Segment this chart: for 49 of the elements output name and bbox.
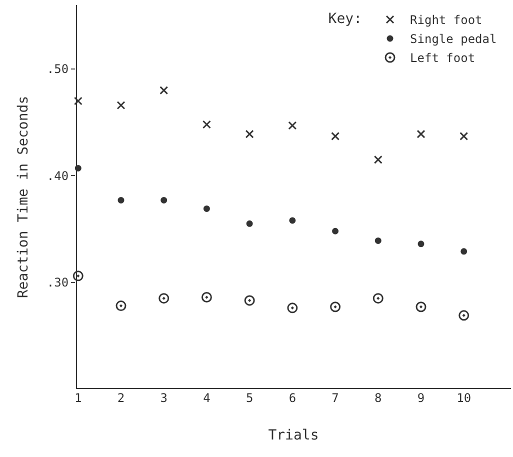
point bbox=[116, 101, 126, 110]
x-tick-label: 6 bbox=[288, 391, 296, 405]
point bbox=[246, 220, 253, 227]
point bbox=[116, 300, 126, 312]
point bbox=[287, 302, 298, 314]
x-tick-label: 4 bbox=[203, 391, 210, 405]
x-tick-label: 10 bbox=[456, 391, 472, 405]
y-axis-title: Reaction Time in Seconds bbox=[16, 96, 32, 298]
point bbox=[458, 310, 470, 321]
y-tick-label: .50 bbox=[46, 62, 69, 76]
legend-label: Left foot bbox=[410, 51, 476, 66]
point bbox=[203, 205, 210, 212]
point bbox=[416, 130, 426, 138]
x-tick-label: 9 bbox=[417, 391, 425, 405]
x-tick-label: 5 bbox=[246, 391, 254, 405]
x-tick-label: 2 bbox=[117, 391, 125, 405]
point bbox=[289, 217, 296, 224]
point bbox=[331, 132, 340, 140]
x-axis-title: Trials bbox=[268, 427, 319, 444]
point bbox=[244, 295, 255, 306]
point bbox=[245, 130, 254, 138]
legend-label: Right foot bbox=[410, 13, 482, 28]
legend-title: Key: bbox=[328, 11, 362, 28]
x-tick-label: 3 bbox=[160, 391, 168, 405]
point bbox=[160, 196, 168, 204]
point bbox=[158, 293, 170, 304]
point bbox=[372, 293, 384, 304]
point bbox=[416, 302, 426, 312]
point bbox=[201, 292, 212, 303]
point bbox=[418, 240, 424, 248]
y-tick-label: .30 bbox=[46, 276, 69, 290]
point bbox=[460, 132, 468, 140]
point bbox=[330, 302, 341, 312]
x-tick-label: 1 bbox=[74, 391, 82, 405]
point bbox=[118, 196, 124, 204]
x-tick-label: 7 bbox=[332, 391, 339, 405]
point bbox=[374, 237, 382, 244]
point bbox=[332, 228, 339, 234]
legend-label: Single pedal bbox=[410, 32, 497, 46]
y-tick-label: .40 bbox=[46, 168, 69, 183]
point bbox=[72, 270, 84, 282]
x-tick-label: 8 bbox=[374, 391, 382, 405]
point bbox=[374, 155, 382, 164]
point bbox=[460, 248, 468, 255]
point bbox=[160, 86, 168, 95]
point bbox=[74, 164, 82, 172]
point bbox=[288, 121, 297, 130]
point bbox=[74, 96, 82, 106]
point bbox=[202, 120, 211, 129]
